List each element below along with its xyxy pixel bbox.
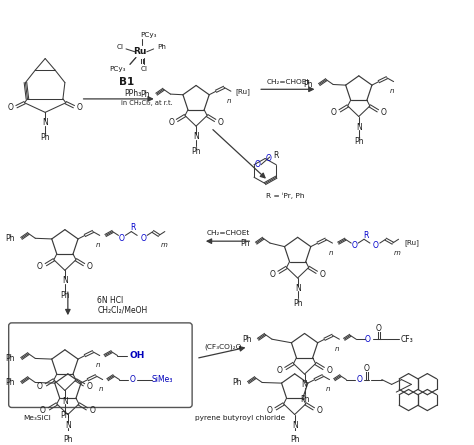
Text: (CF₃CO)₂O: (CF₃CO)₂O [204, 344, 241, 350]
Text: Ph: Ph [300, 395, 310, 404]
Text: O: O [376, 324, 382, 333]
Text: CH₂=CHOEt: CH₂=CHOEt [266, 79, 310, 85]
Text: O: O [37, 382, 43, 391]
Text: Ph: Ph [157, 44, 166, 50]
Text: Ru: Ru [133, 47, 146, 57]
Text: Ph: Ph [40, 133, 50, 142]
Text: O: O [351, 242, 357, 251]
Text: N: N [295, 284, 301, 293]
Text: n: n [335, 346, 340, 352]
Text: R = ⁱPr, Ph: R = ⁱPr, Ph [265, 191, 304, 198]
Text: CH₂Cl₂/MeOH: CH₂Cl₂/MeOH [98, 306, 148, 315]
Text: n: n [325, 386, 330, 392]
Text: O: O [118, 234, 124, 243]
Text: O: O [40, 406, 46, 415]
Text: N: N [65, 421, 71, 429]
Text: O: O [267, 406, 273, 415]
Text: Ph: Ph [303, 80, 312, 89]
Text: PPh₃: PPh₃ [124, 89, 141, 97]
Text: Ph: Ph [5, 354, 15, 363]
Text: n: n [227, 98, 231, 104]
Text: N: N [292, 421, 298, 429]
Text: in CH₂Cl₂, at r.t.: in CH₂Cl₂, at r.t. [121, 100, 173, 106]
Text: O: O [87, 382, 93, 391]
Text: N: N [42, 118, 48, 127]
Text: n: n [95, 362, 100, 368]
Text: O: O [373, 242, 379, 251]
Text: Ph: Ph [60, 291, 70, 300]
Text: m: m [160, 242, 167, 248]
Text: m: m [394, 250, 401, 256]
Text: O: O [87, 262, 93, 271]
Text: O: O [364, 364, 370, 372]
Text: R: R [363, 231, 369, 240]
Text: O: O [270, 270, 276, 279]
Text: n: n [328, 250, 333, 256]
Text: O: O [356, 375, 362, 384]
Text: CF₃: CF₃ [401, 335, 414, 344]
Text: O: O [365, 335, 371, 344]
Text: N: N [62, 276, 68, 285]
Text: n: n [99, 386, 103, 392]
Text: O: O [168, 118, 174, 127]
Text: O: O [90, 406, 96, 415]
Text: Ph: Ph [232, 378, 241, 387]
Text: SiMe₃: SiMe₃ [151, 375, 173, 384]
FancyBboxPatch shape [9, 323, 192, 408]
Text: O: O [129, 375, 135, 384]
Text: O: O [266, 154, 272, 163]
Text: Ph: Ph [5, 234, 15, 243]
Text: PCy₃: PCy₃ [140, 32, 156, 38]
Text: 6N HCl: 6N HCl [98, 296, 124, 305]
Text: PCy₃: PCy₃ [109, 66, 126, 72]
Text: O: O [331, 108, 337, 117]
Text: [Ru]: [Ru] [404, 240, 419, 247]
Text: O: O [77, 103, 82, 112]
Text: n: n [390, 88, 394, 94]
Text: O: O [140, 234, 146, 243]
Text: Me₃SiCl: Me₃SiCl [23, 415, 51, 421]
Text: O: O [319, 270, 326, 279]
Text: N: N [356, 122, 362, 132]
Text: n: n [95, 242, 100, 248]
Text: N: N [301, 380, 308, 389]
Text: Ph: Ph [242, 335, 251, 344]
Text: Ph: Ph [240, 239, 249, 247]
Text: Ph: Ph [290, 435, 300, 444]
Text: O: O [277, 366, 283, 375]
Text: Ph: Ph [60, 411, 70, 420]
Text: O: O [255, 160, 261, 169]
Text: Ph: Ph [63, 435, 73, 444]
Text: N: N [193, 132, 199, 141]
Text: R: R [130, 223, 136, 232]
Text: O: O [37, 262, 43, 271]
Text: Cl: Cl [117, 44, 124, 50]
Text: O: O [218, 118, 224, 127]
Text: Ph: Ph [140, 89, 150, 99]
Text: Ph: Ph [354, 137, 364, 146]
Text: OH: OH [129, 351, 145, 360]
Text: B1: B1 [119, 77, 135, 87]
Text: N: N [62, 396, 68, 405]
Text: CH₂=CHOEt: CH₂=CHOEt [207, 231, 250, 236]
Text: R: R [273, 151, 278, 160]
Text: Ph: Ph [5, 378, 15, 387]
Text: [Ru]: [Ru] [235, 88, 250, 95]
Text: Cl: Cl [140, 66, 147, 72]
Text: Ph: Ph [191, 146, 201, 156]
Text: O: O [8, 103, 14, 112]
Text: O: O [327, 366, 332, 375]
Text: O: O [317, 406, 322, 415]
Text: O: O [381, 108, 387, 117]
Text: Ph: Ph [293, 299, 302, 307]
Text: pyrene butyroyl chloride: pyrene butyroyl chloride [195, 415, 285, 421]
